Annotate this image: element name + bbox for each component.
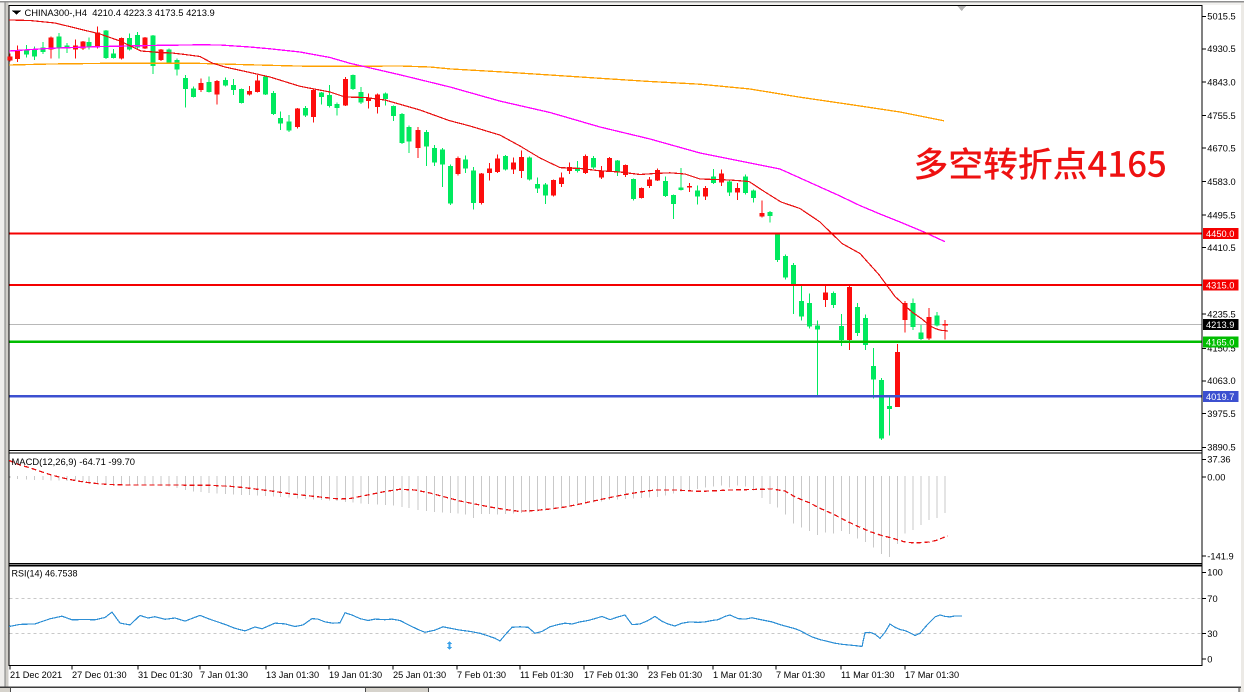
- svg-text:0: 0: [1207, 655, 1212, 665]
- svg-text:4235.5: 4235.5: [1207, 310, 1235, 320]
- svg-text:4670.5: 4670.5: [1207, 144, 1235, 154]
- svg-text:17 Mar 01:30: 17 Mar 01:30: [905, 670, 959, 680]
- svg-text:19 Jan 01:30: 19 Jan 01:30: [329, 670, 382, 680]
- svg-text:-141.9: -141.9: [1207, 552, 1233, 562]
- svg-text:5015.5: 5015.5: [1207, 12, 1235, 22]
- svg-text:4495.5: 4495.5: [1207, 210, 1235, 220]
- svg-text:1 Mar 01:30: 1 Mar 01:30: [713, 670, 762, 680]
- svg-text:MACD(12,26,9) -64.71 -99.70: MACD(12,26,9) -64.71 -99.70: [12, 456, 136, 467]
- svg-text:4843.0: 4843.0: [1207, 78, 1235, 88]
- svg-text:4930.5: 4930.5: [1207, 44, 1235, 54]
- svg-text:CHINA300-,H4 4210.4 4223.3 41: CHINA300-,H4 4210.4 4223.3 4173.5 4213.9: [25, 7, 215, 18]
- svg-text:21 Dec 2021: 21 Dec 2021: [10, 670, 62, 680]
- svg-text:4755.5: 4755.5: [1207, 111, 1235, 121]
- svg-text:4150.5: 4150.5: [1207, 344, 1235, 354]
- svg-text:RSI(14) 46.7538: RSI(14) 46.7538: [12, 568, 78, 578]
- svg-text:11 Mar 01:30: 11 Mar 01:30: [841, 670, 894, 680]
- svg-text:4450.0: 4450.0: [1206, 229, 1234, 239]
- svg-text:31 Dec 01:30: 31 Dec 01:30: [138, 670, 193, 680]
- svg-text:17 Feb 01:30: 17 Feb 01:30: [584, 670, 638, 680]
- svg-text:11 Feb 01:30: 11 Feb 01:30: [520, 670, 573, 680]
- svg-text:4165.0: 4165.0: [1206, 337, 1234, 347]
- svg-text:13 Jan 01:30: 13 Jan 01:30: [266, 670, 319, 680]
- svg-text:70: 70: [1207, 594, 1217, 604]
- svg-text:4410.5: 4410.5: [1207, 243, 1235, 253]
- svg-text:37.36: 37.36: [1207, 455, 1230, 465]
- svg-text:4315.0: 4315.0: [1206, 281, 1234, 291]
- svg-text:4063.0: 4063.0: [1207, 376, 1235, 386]
- svg-text:3890.5: 3890.5: [1207, 443, 1235, 453]
- svg-text:7 Mar 01:30: 7 Mar 01:30: [776, 670, 825, 680]
- svg-text:7 Feb 01:30: 7 Feb 01:30: [457, 670, 506, 680]
- svg-text:25 Jan 01:30: 25 Jan 01:30: [393, 670, 446, 680]
- svg-text:3975.5: 3975.5: [1207, 409, 1235, 419]
- svg-text:4019.7: 4019.7: [1206, 392, 1234, 402]
- svg-text:30: 30: [1207, 629, 1217, 639]
- svg-text:7 Jan 01:30: 7 Jan 01:30: [200, 670, 248, 680]
- svg-text:0.00: 0.00: [1207, 472, 1225, 482]
- svg-text:27 Dec 01:30: 27 Dec 01:30: [72, 670, 127, 680]
- svg-text:4583.0: 4583.0: [1207, 177, 1235, 187]
- svg-text:100: 100: [1207, 568, 1223, 578]
- svg-text:23 Feb 01:30: 23 Feb 01:30: [648, 670, 702, 680]
- svg-text:4213.9: 4213.9: [1206, 320, 1234, 330]
